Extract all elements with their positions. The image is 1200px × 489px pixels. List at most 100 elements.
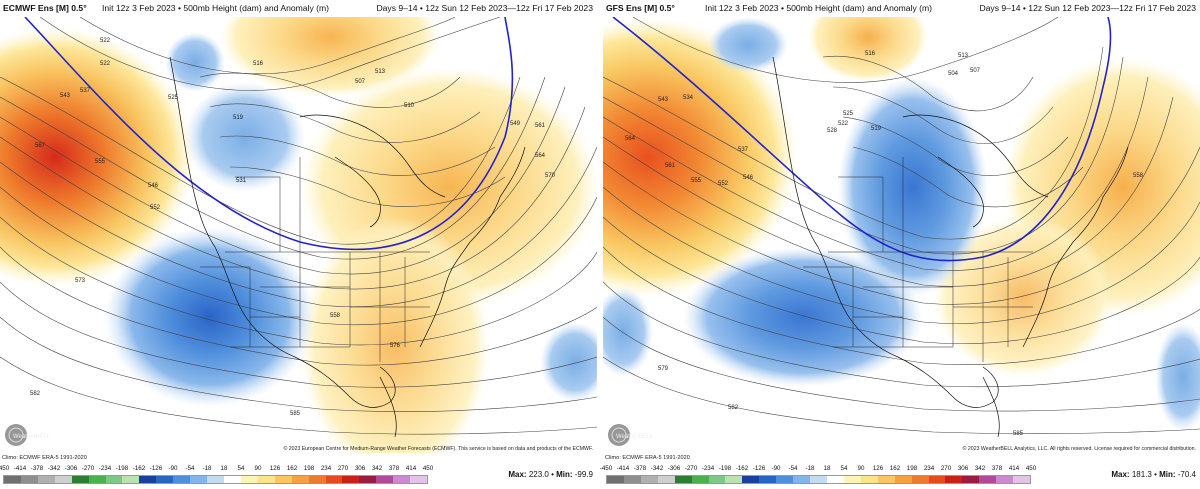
contour-label: 543 <box>658 97 669 103</box>
contour-label: 519 <box>233 115 244 121</box>
colorbar-segment <box>759 476 777 483</box>
colorbar-tick-label: 450 <box>1025 465 1037 472</box>
colorbar-segment <box>376 476 394 483</box>
contour-label: 567 <box>35 143 46 149</box>
colorbar-segment <box>20 476 38 483</box>
colorbar-segment <box>911 476 929 483</box>
contour-label: 576 <box>390 343 401 349</box>
colorbar-tick-label: 198 <box>906 465 918 472</box>
climo-note: Climo: ECMWF ERA-5 1991-2020 <box>605 455 690 461</box>
contour-label: 537 <box>738 147 749 153</box>
colorbar-segment <box>308 476 326 483</box>
contour-label: 531 <box>236 178 247 184</box>
logo-text: WeatherBELL <box>616 434 654 440</box>
colorbar-tick-label: 342 <box>371 465 383 472</box>
contour-label: 552 <box>150 205 161 211</box>
contour-label: 507 <box>355 79 366 85</box>
colorbar-segment <box>207 476 224 483</box>
contour-label: 552 <box>718 181 729 187</box>
reference-contour-540 <box>612 17 1112 262</box>
colorbar-segment <box>708 476 726 483</box>
colorbar-tick-label: 234 <box>923 465 935 472</box>
colorbar-segment <box>240 476 258 483</box>
panel-divider <box>597 0 603 489</box>
colorbar-tick-label: -162 <box>735 465 749 472</box>
contour-label: 522 <box>838 121 849 127</box>
colorbar-tick-label: 198 <box>303 465 315 472</box>
coastlines <box>169 56 526 438</box>
contour-label: 579 <box>658 366 669 372</box>
max-value: 223.0 <box>528 470 549 479</box>
height-contours <box>603 17 1200 434</box>
colorbar-tick-label: -126 <box>149 465 163 472</box>
contour-label: 561 <box>665 163 676 169</box>
colorbar-segment <box>776 476 794 483</box>
colorbar-segment <box>37 476 55 483</box>
colorbar-segment <box>945 476 963 483</box>
contour-label: 507 <box>970 68 981 74</box>
colorbar-segment <box>674 476 692 483</box>
colorbar-tick-label: 126 <box>269 465 281 472</box>
colorbar-tick-label: -270 <box>684 465 698 472</box>
valid-period: Days 9–14 • 12z Sun 12 Feb 2023—12z Fri … <box>979 3 1196 13</box>
colorbar-segment <box>173 476 191 483</box>
map-view[interactable]: 513 504 507 516 525 522 528 519 534 537 … <box>603 17 1200 453</box>
colorbar-tick-label: 90 <box>254 465 262 472</box>
contour-labels: 522 522 516 513 507 510 519 525 531 537 … <box>30 38 556 417</box>
height-anomaly-map: 513 504 507 516 525 522 528 519 534 537 … <box>603 17 1200 438</box>
colorbar-segment <box>691 476 709 483</box>
contour-label: 528 <box>827 128 838 134</box>
colorbar-segment <box>122 476 140 483</box>
contour-label: 537 <box>80 88 91 94</box>
colorbar-tick-label: -342 <box>650 465 664 472</box>
colorbar-tick-label: 378 <box>388 465 400 472</box>
contour-label: 582 <box>30 391 41 397</box>
colorbar-segment <box>826 476 844 483</box>
colorbar-tick-label: -162 <box>132 465 146 472</box>
map-view[interactable]: 522 522 516 513 507 510 519 525 531 537 … <box>0 17 597 453</box>
colorbar-segment <box>274 476 292 483</box>
colorbar-tick-labels: -450-414-378-342-306-270-234-198-162-126… <box>600 465 1036 474</box>
colorbar-segment <box>88 476 106 483</box>
colorbar-segment <box>139 476 157 483</box>
colorbar-tick-label: -450 <box>0 465 10 472</box>
colorbar-segment <box>894 476 912 483</box>
colorbar-segment <box>996 476 1014 483</box>
anomaly-colorbar: -450-414-378-342-306-270-234-198-162-126… <box>600 465 1036 487</box>
colorbar-tick-label: 234 <box>320 465 332 472</box>
max-value: 181.3 <box>1131 470 1152 479</box>
colorbar-tick-label: 378 <box>991 465 1003 472</box>
colorbar-segment <box>54 476 72 483</box>
colorbar-segment <box>810 476 827 483</box>
colorbar-tick-label: 270 <box>940 465 952 472</box>
colorbar-segment <box>190 476 208 483</box>
contour-label: 516 <box>865 51 876 57</box>
contour-label: 525 <box>168 95 179 101</box>
political-boundaries <box>200 157 430 362</box>
contour-label: 585 <box>1013 431 1024 437</box>
gfs-panel: GFS Ens [M] 0.5° Init 12z 3 Feb 2023 • 5… <box>600 0 1200 489</box>
colorbar-segment <box>607 476 624 483</box>
colorbar-segment <box>325 476 343 483</box>
contour-label: 585 <box>290 411 301 417</box>
colorbar-segment <box>928 476 946 483</box>
max-min-readout: Max: 223.0 • Min: -99.9 <box>508 470 593 479</box>
colorbar-segment <box>979 476 997 483</box>
colorbar-tick-label: -306 <box>64 465 78 472</box>
colorbar-tick-label: 306 <box>354 465 366 472</box>
colorbar-tick-label: 162 <box>286 465 298 472</box>
min-value: -70.4 <box>1177 470 1196 479</box>
colorbar-tick-label: -198 <box>718 465 732 472</box>
max-label: Max: <box>1111 470 1130 479</box>
colorbar-tick-label: -414 <box>13 465 27 472</box>
contour-label: 570 <box>545 173 556 179</box>
colorbar-tick-label: -90 <box>168 465 178 472</box>
colorbar-tick-label: 342 <box>974 465 986 472</box>
anomaly-colorbar: -450-414-378-342-306-270-234-198-162-126… <box>0 465 433 487</box>
contour-label: 546 <box>148 183 159 189</box>
valid-period: Days 9–14 • 12z Sun 12 Feb 2023—12z Fri … <box>376 3 593 13</box>
colorbar-segment <box>860 476 878 483</box>
colorbar-segment <box>71 476 89 483</box>
colorbar-segment <box>623 476 641 483</box>
colorbar-tick-label: 90 <box>857 465 865 472</box>
